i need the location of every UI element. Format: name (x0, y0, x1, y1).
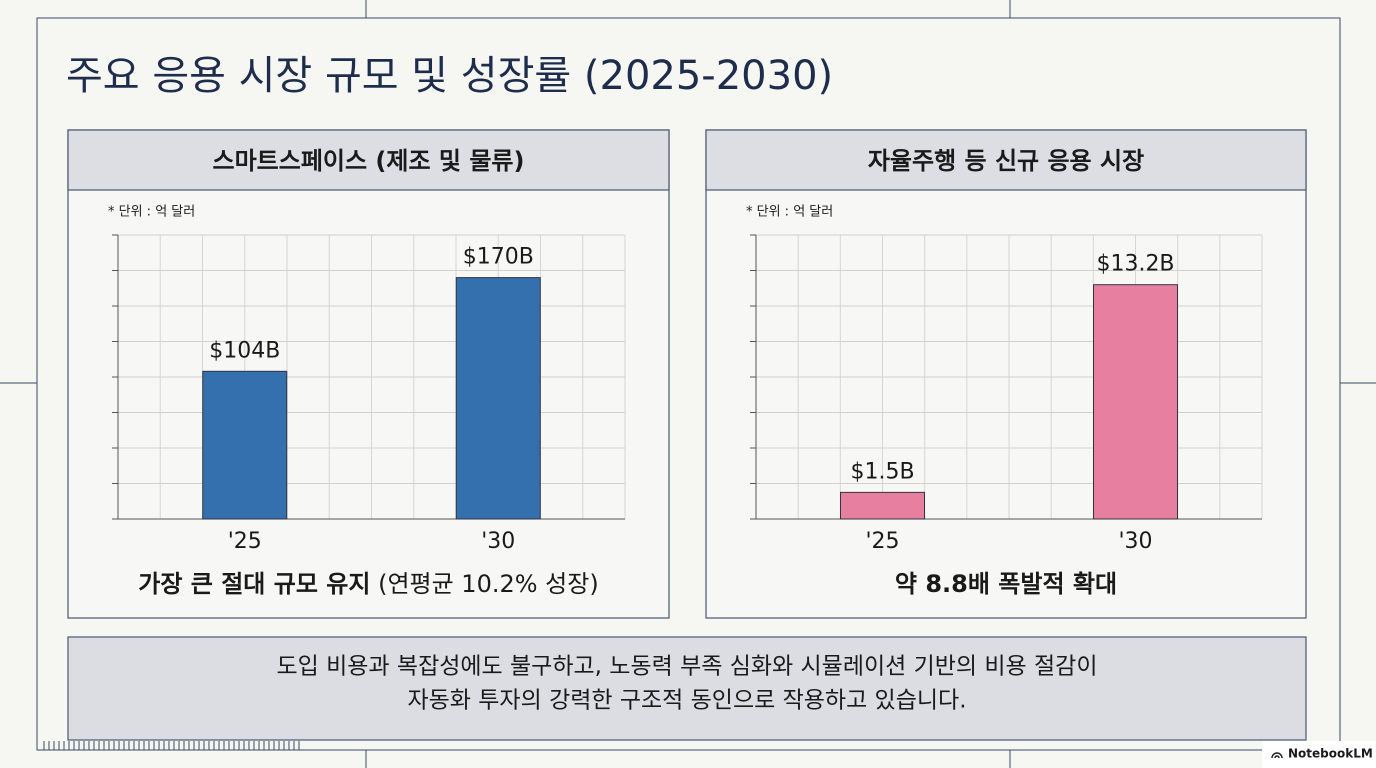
value-label: $13.2B (1096, 252, 1174, 277)
x-tick-label: '30 (481, 529, 515, 554)
chart-title: 자율주행 등 신규 응용 시장 (868, 147, 1144, 175)
caption-main: 가장 큰 절대 규모 유지 (138, 570, 370, 598)
bar (1093, 284, 1178, 520)
chart-panel: 자율주행 등 신규 응용 시장 * 단위 : 억 달러 $1.5B '25 $13.2B… (705, 129, 1307, 619)
value-label: $104B (209, 338, 280, 363)
caption: 약 8.8배 폭발적 확대 (895, 570, 1117, 598)
summary-line: 자동화 투자의 강력한 구조적 동인으로 작용하고 있습니다. (407, 688, 966, 714)
caption: 가장 큰 절대 규모 유지 (연평균 10.2% 성장) (138, 570, 598, 598)
x-tick-label: '30 (1118, 529, 1152, 554)
panel (67, 129, 670, 619)
value-label: $1.5B (850, 459, 914, 484)
page-title: 주요 응용 시장 규모 및 성장률 (2025-2030) (66, 53, 833, 99)
hatch (43, 741, 300, 750)
panel (705, 129, 1307, 619)
brand: NotebookLM (1288, 747, 1373, 761)
panel-header (67, 129, 670, 191)
summary-line: 도입 비용과 복잡성에도 불구하고, 노동력 부족 심화와 시뮬레이션 기반의 … (276, 654, 1097, 680)
unit-note: * 단위 : 억 달러 (108, 205, 195, 220)
x-tick-label: '25 (865, 529, 899, 554)
caption-main: 약 8.8배 폭발적 확대 (895, 570, 1117, 598)
bar (455, 277, 541, 520)
chart-panel: 스마트스페이스 (제조 및 물류) * 단위 : 억 달러 $104B '25 $170… (67, 129, 670, 619)
unit-note: * 단위 : 억 달러 (746, 205, 833, 220)
x-tick-label: '25 (228, 529, 262, 554)
bar (202, 370, 288, 520)
bar (840, 491, 925, 520)
caption-detail: (연평균 10.2% 성장) (378, 570, 599, 598)
chart-title: 스마트스페이스 (제조 및 물류) (213, 147, 525, 175)
panel-header (705, 129, 1307, 191)
value-label: $170B (463, 245, 534, 270)
summary-box: 도입 비용과 복잡성에도 불구하고, 노동력 부족 심화와 시뮬레이션 기반의 … (67, 636, 1307, 741)
brand-badge: NotebookLM (1262, 741, 1376, 768)
